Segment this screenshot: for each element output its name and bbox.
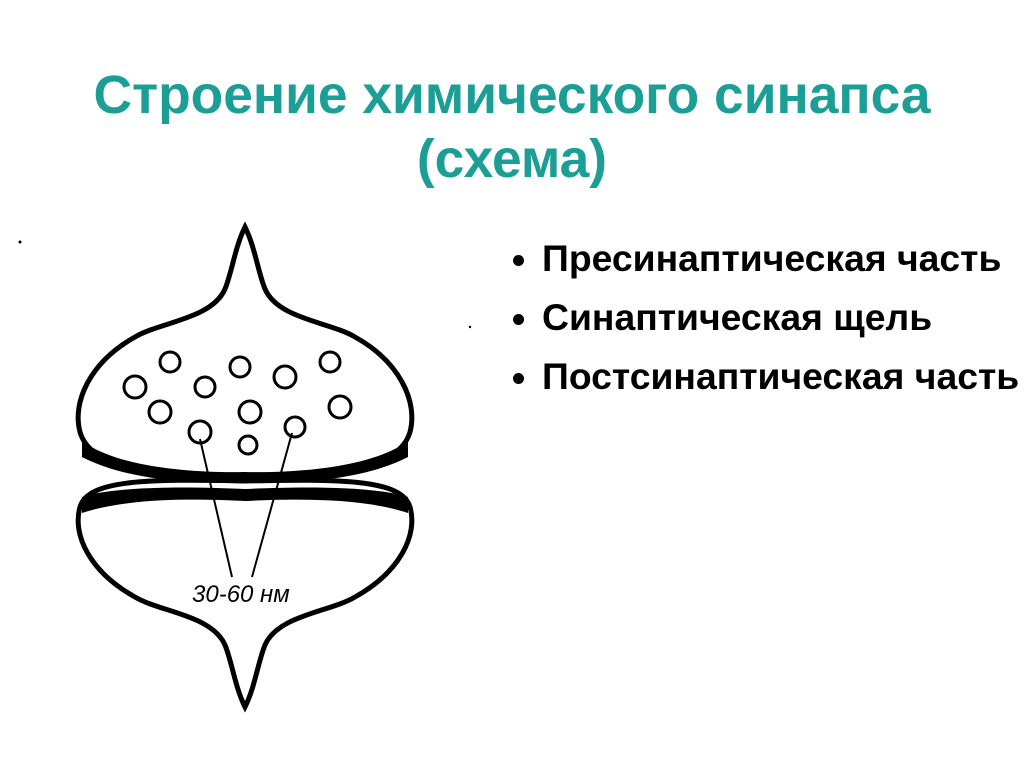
speck: [19, 241, 22, 244]
diagram-column: 30-60 нм: [0, 227, 500, 727]
bullet-column: Пресинаптическая часть Синаптическая щел…: [500, 227, 1024, 414]
speck: [469, 326, 471, 328]
synapse-diagram: 30-60 нм: [0, 217, 490, 737]
slide-title: Строение химического синапса (схема): [0, 36, 1024, 192]
content-row: 30-60 нм Пресинаптическая часть Синаптич…: [0, 227, 1024, 727]
list-item: Пресинаптическая часть: [542, 237, 1024, 280]
presynaptic-terminal: [78, 227, 412, 477]
parts-list: Пресинаптическая часть Синаптическая щел…: [508, 237, 1024, 398]
list-item: Синаптическая щель: [542, 296, 1024, 339]
cleft-width-label: 30-60 нм: [192, 581, 290, 608]
list-item: Постсинаптическая часть: [542, 355, 1024, 398]
slide: Строение химического синапса (схема) 30-…: [0, 36, 1024, 767]
